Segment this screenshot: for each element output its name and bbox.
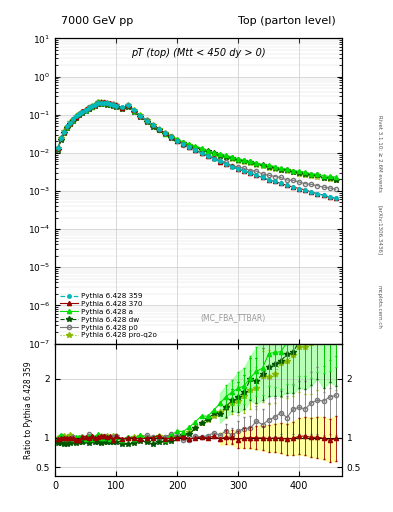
Legend: Pythia 6.428 359, Pythia 6.428 370, Pythia 6.428 a, Pythia 6.428 dw, Pythia 6.42: Pythia 6.428 359, Pythia 6.428 370, Pyth… xyxy=(59,292,158,340)
Text: pT (top) (Mtt < 450 dy > 0): pT (top) (Mtt < 450 dy > 0) xyxy=(131,48,266,57)
Text: Top (parton level): Top (parton level) xyxy=(238,15,336,26)
Y-axis label: Ratio to Pythia 6.428 359: Ratio to Pythia 6.428 359 xyxy=(24,361,33,459)
Text: Rivet 3.1.10; ≥ 2.6M events: Rivet 3.1.10; ≥ 2.6M events xyxy=(377,115,382,192)
Text: (MC_FBA_TTBAR): (MC_FBA_TTBAR) xyxy=(200,313,266,322)
Text: 7000 GeV pp: 7000 GeV pp xyxy=(61,15,133,26)
Text: mcplots.cern.ch: mcplots.cern.ch xyxy=(377,285,382,329)
Text: [arXiv:1306.3436]: [arXiv:1306.3436] xyxy=(377,205,382,255)
